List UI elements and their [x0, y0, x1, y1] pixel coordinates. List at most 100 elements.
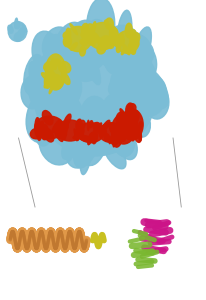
Ellipse shape [109, 130, 116, 144]
Ellipse shape [97, 30, 124, 66]
Ellipse shape [21, 76, 45, 109]
Ellipse shape [126, 103, 133, 114]
Ellipse shape [113, 126, 123, 140]
Ellipse shape [88, 22, 118, 50]
Ellipse shape [47, 50, 69, 92]
Ellipse shape [54, 22, 89, 73]
Ellipse shape [99, 36, 110, 50]
Ellipse shape [62, 124, 67, 140]
Ellipse shape [73, 135, 84, 139]
Ellipse shape [107, 136, 110, 140]
Ellipse shape [80, 128, 94, 175]
Ellipse shape [58, 65, 67, 73]
Ellipse shape [65, 26, 92, 52]
Ellipse shape [20, 28, 25, 32]
Ellipse shape [44, 62, 53, 71]
Ellipse shape [52, 58, 56, 69]
Ellipse shape [45, 34, 74, 86]
Ellipse shape [121, 48, 125, 55]
Ellipse shape [8, 22, 27, 41]
Ellipse shape [26, 91, 60, 142]
Ellipse shape [80, 120, 85, 128]
Ellipse shape [82, 116, 109, 166]
Ellipse shape [51, 74, 61, 84]
Ellipse shape [101, 103, 121, 133]
Ellipse shape [48, 37, 74, 58]
Ellipse shape [102, 96, 130, 122]
Ellipse shape [37, 125, 41, 140]
Ellipse shape [108, 37, 115, 46]
Ellipse shape [67, 52, 97, 81]
Ellipse shape [110, 124, 118, 136]
Ellipse shape [87, 32, 93, 40]
Ellipse shape [111, 70, 136, 112]
Ellipse shape [81, 30, 90, 38]
Ellipse shape [54, 80, 62, 89]
Ellipse shape [82, 40, 85, 45]
Ellipse shape [42, 111, 53, 125]
Ellipse shape [99, 121, 121, 148]
Ellipse shape [44, 65, 63, 97]
Ellipse shape [80, 96, 110, 143]
Ellipse shape [76, 119, 82, 130]
Ellipse shape [43, 92, 59, 113]
Ellipse shape [114, 136, 121, 147]
Ellipse shape [104, 134, 109, 141]
Ellipse shape [15, 22, 20, 29]
Ellipse shape [113, 131, 117, 147]
Ellipse shape [137, 96, 153, 117]
Ellipse shape [55, 74, 74, 103]
Ellipse shape [120, 38, 124, 45]
Ellipse shape [111, 135, 118, 145]
Ellipse shape [73, 113, 101, 155]
Ellipse shape [24, 55, 44, 94]
Ellipse shape [71, 43, 77, 50]
Ellipse shape [20, 29, 24, 37]
Ellipse shape [56, 102, 86, 133]
Ellipse shape [62, 131, 79, 159]
Ellipse shape [109, 34, 112, 49]
Ellipse shape [137, 126, 141, 141]
Ellipse shape [8, 25, 13, 33]
Ellipse shape [116, 45, 121, 52]
Ellipse shape [92, 132, 97, 144]
Ellipse shape [112, 114, 136, 144]
Ellipse shape [42, 133, 47, 139]
Ellipse shape [76, 132, 79, 141]
Ellipse shape [88, 34, 91, 41]
Ellipse shape [110, 27, 117, 35]
Ellipse shape [116, 133, 122, 140]
Ellipse shape [61, 123, 68, 132]
Ellipse shape [87, 20, 111, 56]
Ellipse shape [87, 35, 93, 45]
Ellipse shape [52, 78, 60, 88]
Ellipse shape [63, 32, 68, 38]
Ellipse shape [93, 122, 101, 131]
Ellipse shape [50, 62, 55, 70]
Ellipse shape [110, 29, 119, 47]
Ellipse shape [106, 57, 120, 74]
Ellipse shape [15, 33, 22, 41]
Ellipse shape [29, 74, 54, 110]
Ellipse shape [77, 121, 80, 126]
Ellipse shape [83, 44, 104, 68]
Ellipse shape [101, 106, 137, 148]
Ellipse shape [130, 126, 140, 138]
Ellipse shape [126, 116, 132, 124]
Ellipse shape [80, 136, 90, 140]
Ellipse shape [95, 27, 114, 59]
Ellipse shape [30, 128, 44, 139]
Ellipse shape [45, 54, 66, 90]
Ellipse shape [132, 46, 157, 83]
Ellipse shape [49, 84, 54, 94]
Ellipse shape [126, 40, 154, 67]
Ellipse shape [83, 24, 94, 38]
Ellipse shape [60, 61, 71, 73]
Ellipse shape [43, 128, 54, 142]
Ellipse shape [89, 134, 95, 143]
Ellipse shape [15, 18, 18, 28]
Ellipse shape [82, 31, 87, 40]
Ellipse shape [90, 22, 96, 37]
Ellipse shape [116, 10, 132, 64]
Ellipse shape [79, 38, 101, 85]
